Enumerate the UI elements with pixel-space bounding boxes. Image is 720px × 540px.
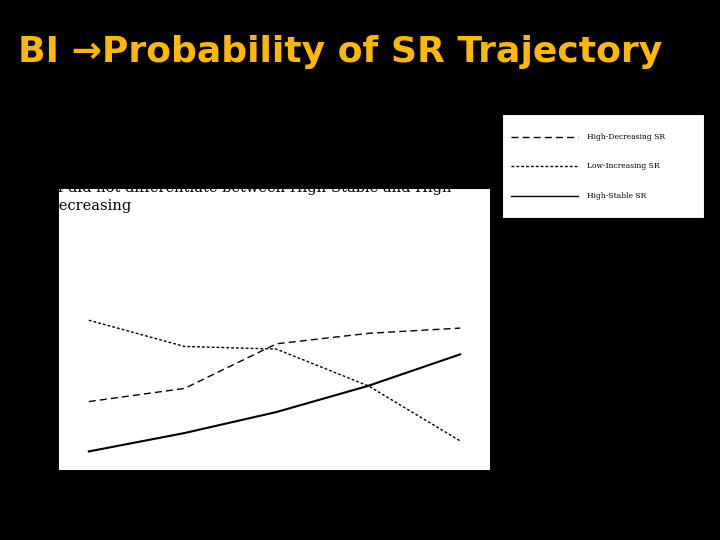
Low-Increasing SR <box>364 382 372 389</box>
Text: High-Decreasing SR: High-Decreasing SR <box>587 132 665 140</box>
High-Stable SR <box>272 409 281 415</box>
High-Decreasing SR <box>272 341 281 347</box>
X-axis label: Behavioral Inhibition: Behavioral Inhibition <box>216 495 331 504</box>
Point <box>506 192 515 199</box>
Text: •: • <box>9 111 17 125</box>
Point <box>574 192 582 199</box>
Line: High-Stable SR: High-Stable SR <box>89 354 460 451</box>
Text: •: • <box>35 181 42 194</box>
High-Stable SR <box>456 351 464 357</box>
High-Stable SR <box>84 448 93 455</box>
High-Stable SR <box>364 382 372 389</box>
Point <box>574 133 582 140</box>
Text: BI did not differentiate between High-Stable and High-
Decreasing: BI did not differentiate between High-St… <box>47 181 456 213</box>
Text: Low-Increasing SR: Low-Increasing SR <box>587 162 660 170</box>
Low-Increasing SR <box>272 346 281 352</box>
Text: Figure 3.   Influence of behavioral inhibition on the probabilities of social re: Figure 3. Influence of behavioral inhibi… <box>42 516 678 526</box>
Text: BI →Probability of SR Trajectory: BI →Probability of SR Trajectory <box>18 35 662 69</box>
Low-Increasing SR <box>456 438 464 444</box>
Point <box>506 133 515 140</box>
FancyBboxPatch shape <box>503 114 703 218</box>
Point <box>506 163 515 169</box>
High-Decreasing SR <box>180 385 189 392</box>
Low-Increasing SR <box>180 343 189 350</box>
Text: High-Stable SR: High-Stable SR <box>587 192 646 200</box>
Point <box>574 163 582 169</box>
High-Stable SR <box>180 430 189 436</box>
Text: As BI increases, odds of following High-Stable or High-
Decreasing SR trajectori: As BI increases, odds of following High-… <box>23 111 487 161</box>
Low-Increasing SR <box>84 317 93 323</box>
High-Decreasing SR <box>456 325 464 332</box>
High-Decreasing SR <box>84 399 93 405</box>
Line: High-Decreasing SR: High-Decreasing SR <box>89 328 460 402</box>
Line: Low-Increasing SR: Low-Increasing SR <box>89 320 460 441</box>
High-Decreasing SR <box>364 330 372 336</box>
